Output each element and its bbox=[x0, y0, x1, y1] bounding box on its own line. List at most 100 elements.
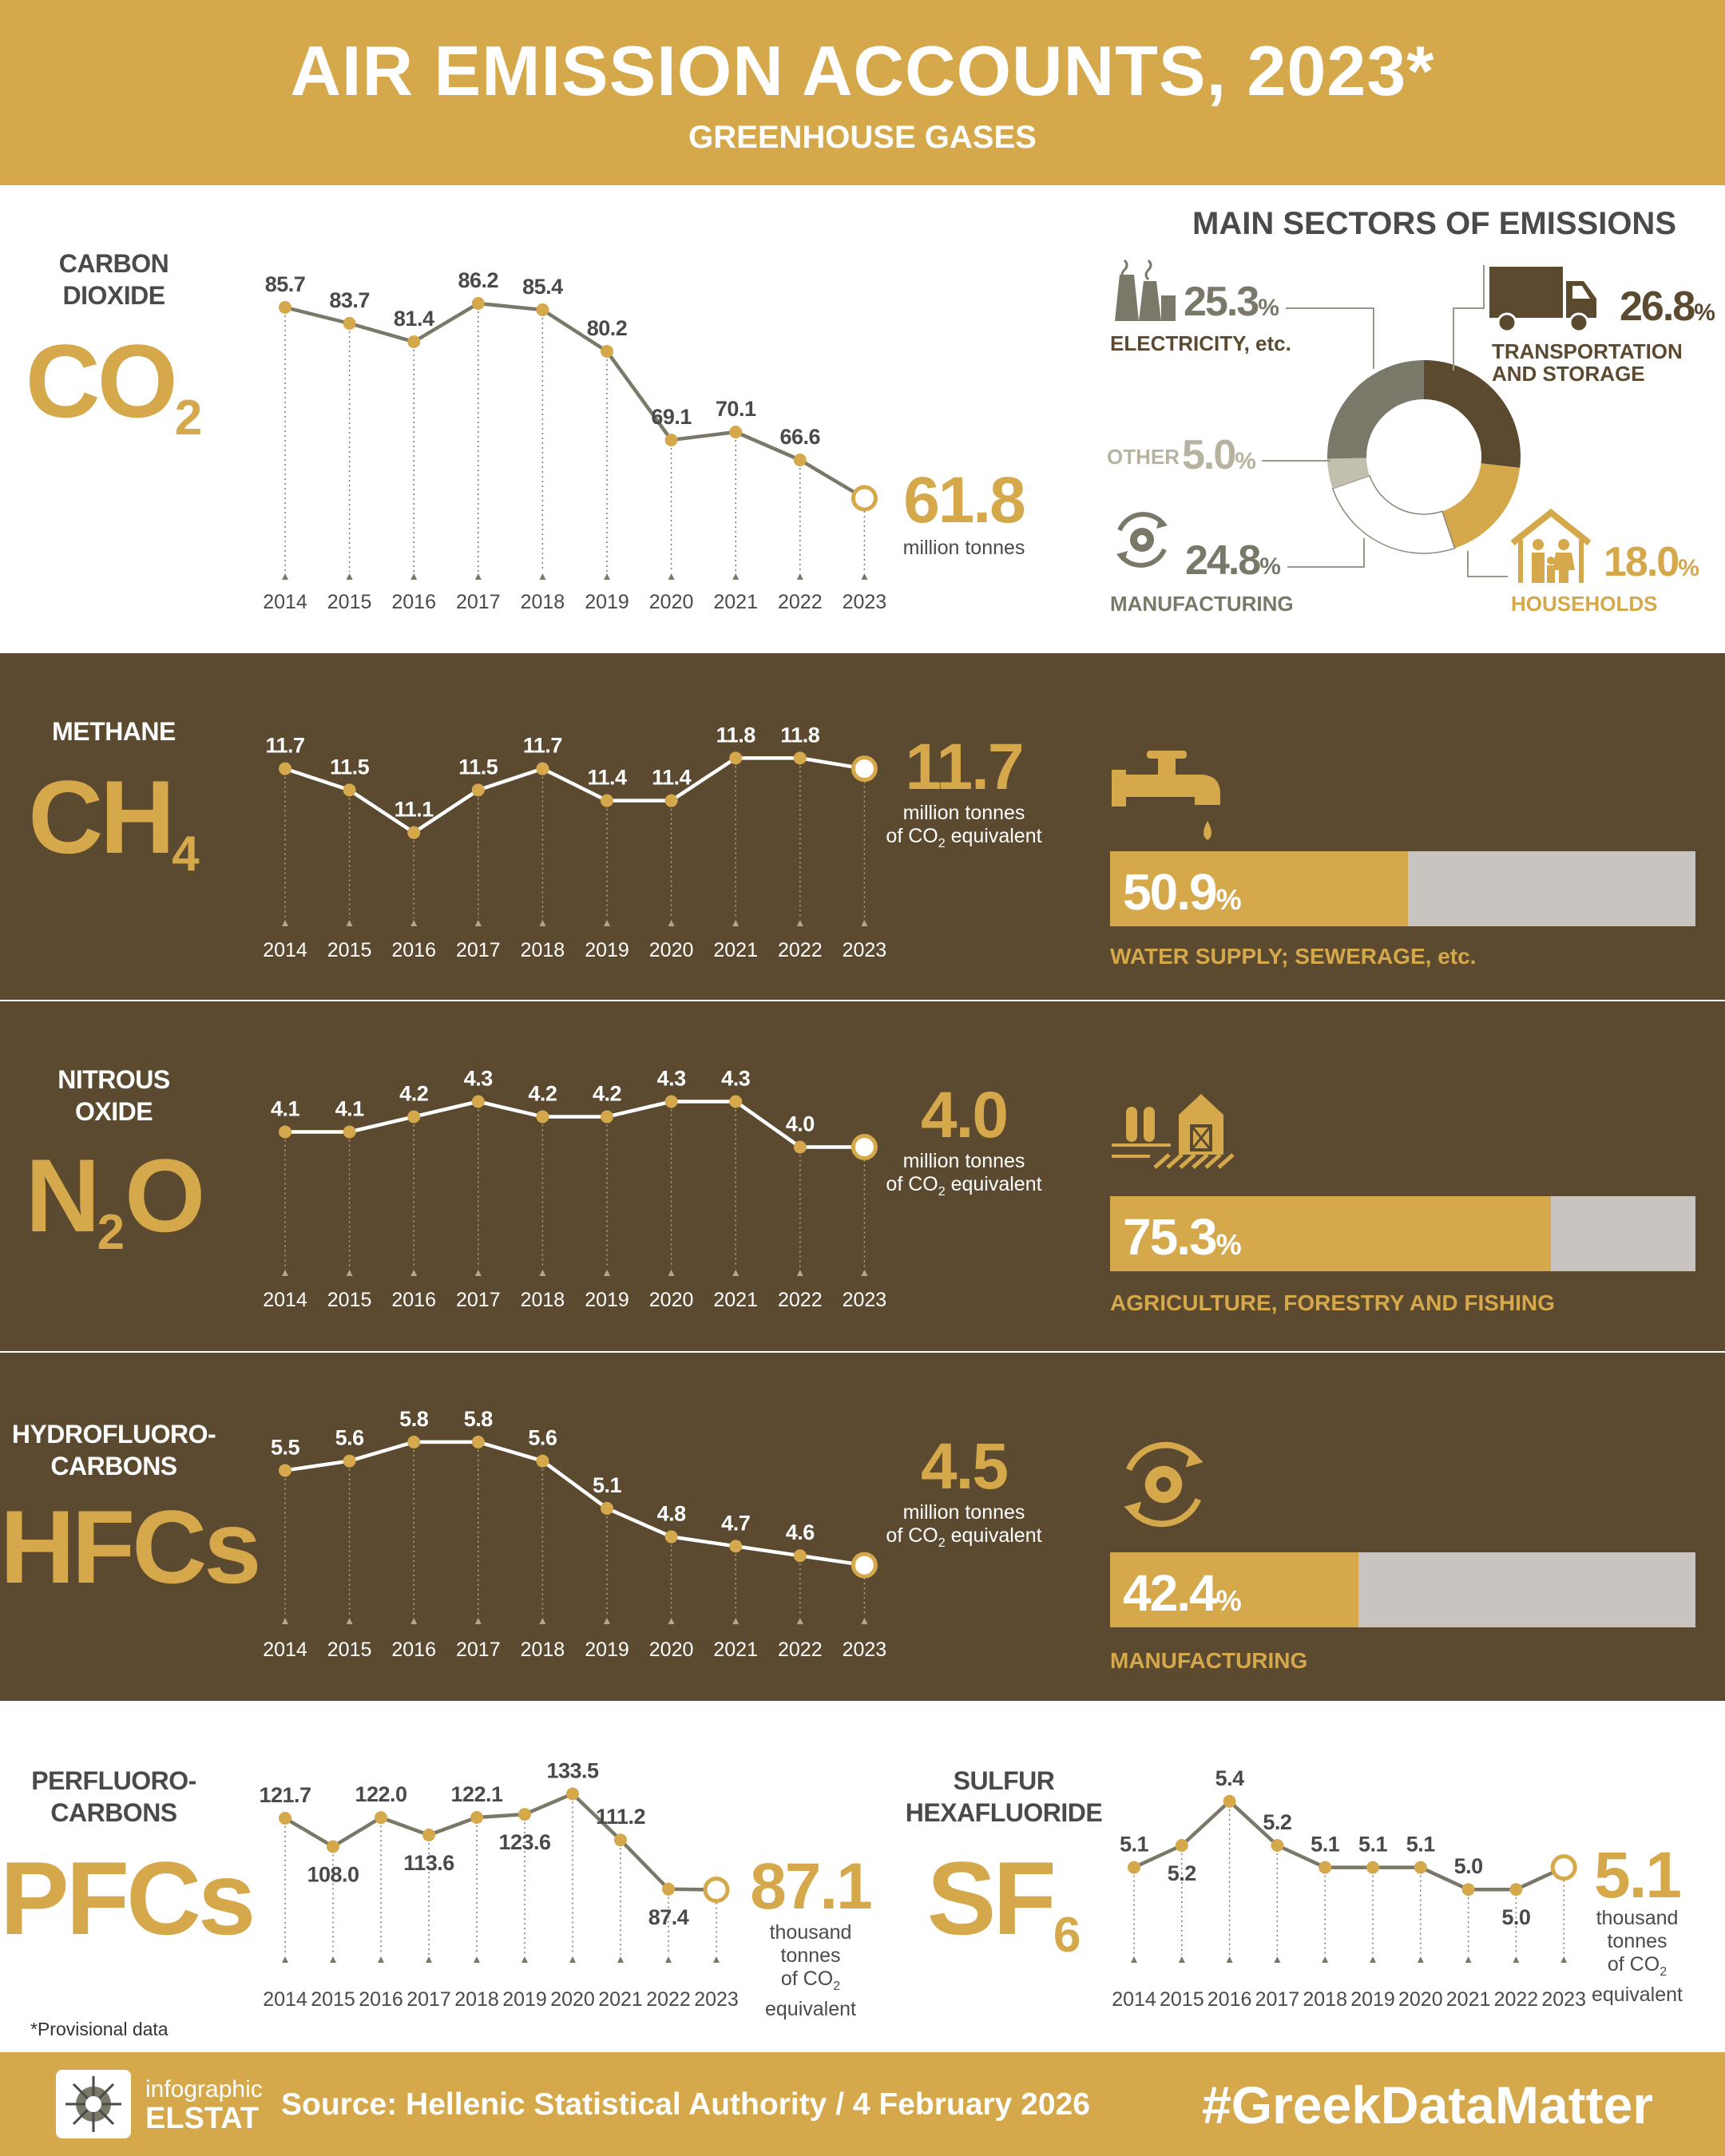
footer-banner: infographic ELSTAT Source: Hellenic Stat… bbox=[0, 2052, 1725, 2156]
data-point bbox=[279, 301, 291, 314]
x-tick-label: 2021 bbox=[713, 1289, 758, 1311]
n2o-formula-sub: 2 bbox=[97, 1205, 125, 1260]
axis-tick bbox=[1560, 1956, 1568, 1963]
donut-slice bbox=[1441, 463, 1521, 549]
series-line bbox=[284, 756, 865, 834]
n2o-sector-pct: 75.3 bbox=[1123, 1208, 1218, 1266]
axis-tick bbox=[539, 1618, 546, 1624]
axis-tick bbox=[474, 573, 482, 580]
co2-formula-sub: 2 bbox=[174, 390, 203, 446]
data-label: 4.7 bbox=[721, 1511, 750, 1535]
axis-tick bbox=[426, 1956, 432, 1963]
data-point bbox=[664, 1095, 678, 1108]
x-tick-label: 2014 bbox=[263, 1639, 307, 1661]
sf6-name-line: SULFUR bbox=[953, 1766, 1055, 1795]
page-title: AIR EMISSION ACCOUNTS, 2023* bbox=[290, 31, 1435, 110]
gear-cycle-icon bbox=[1112, 1433, 1215, 1536]
data-point bbox=[536, 1454, 549, 1468]
sector-transport-label: TRANSPORTATION AND STORAGE bbox=[1492, 340, 1683, 385]
axis-tick bbox=[668, 573, 675, 580]
data-label: 5.4 bbox=[1215, 1766, 1245, 1790]
series-line bbox=[284, 1792, 717, 1892]
pfc-unit-line: of CO2 bbox=[711, 1968, 910, 1998]
connector-line bbox=[1286, 307, 1374, 369]
data-label: 133.5 bbox=[546, 1758, 599, 1782]
x-tick-label: 2020 bbox=[649, 1639, 694, 1661]
unit-text: of CO bbox=[886, 1173, 938, 1195]
pct-sign: % bbox=[1259, 553, 1281, 580]
x-tick-label: 2019 bbox=[585, 1639, 629, 1661]
unit-sub: 2 bbox=[938, 1536, 946, 1550]
ch4-formula: CH4 bbox=[0, 757, 228, 882]
data-point bbox=[662, 1882, 675, 1896]
x-tick-label: 2019 bbox=[1350, 1988, 1395, 2011]
data-label: 83.7 bbox=[329, 288, 370, 312]
unit-text: equivalent bbox=[945, 1173, 1042, 1195]
data-point bbox=[793, 454, 807, 466]
data-point bbox=[664, 1530, 678, 1544]
data-label: 11.8 bbox=[716, 723, 756, 747]
data-point bbox=[343, 783, 356, 797]
unit-text: of CO bbox=[886, 1524, 938, 1547]
pct-sign: % bbox=[1235, 448, 1256, 474]
data-point bbox=[471, 297, 485, 310]
x-tick-label: 2020 bbox=[1398, 1988, 1443, 2011]
n2o-sector-share-fill bbox=[1110, 1196, 1551, 1271]
data-point bbox=[343, 1454, 356, 1468]
pct-sign: % bbox=[1258, 295, 1279, 321]
data-point bbox=[536, 762, 549, 775]
data-point bbox=[729, 1095, 743, 1108]
hfc-unit-line: million tonnes bbox=[902, 1501, 1025, 1524]
n2o-sector-label: AGRICULTURE, FORESTRY AND FISHING bbox=[1110, 1290, 1555, 1315]
x-tick-label: 2015 bbox=[311, 1988, 355, 2011]
data-label: 4.2 bbox=[593, 1082, 621, 1106]
co2-unit: million tonnes bbox=[902, 537, 1025, 559]
data-point bbox=[601, 794, 613, 807]
x-tick-label: 2023 bbox=[843, 1639, 887, 1661]
data-point bbox=[601, 1110, 613, 1124]
pfc-unit-line: thousand bbox=[769, 1921, 852, 1944]
series-line bbox=[285, 1100, 865, 1149]
footer-logo-line1: infographic bbox=[145, 2076, 263, 2102]
donut-slice bbox=[1327, 360, 1424, 459]
sector-manufacturing-pct: 24.8 bbox=[1185, 537, 1261, 584]
sf6-name: SULFUR HEXAFLUORIDE bbox=[888, 1765, 1120, 1829]
axis-tick bbox=[668, 1618, 675, 1624]
pfc-name: PERFLUORO- CARBONS bbox=[0, 1765, 228, 1829]
pfc-latest-value: 87.1 bbox=[750, 1850, 873, 1923]
pfc-formula: PFCs bbox=[0, 1840, 256, 1956]
unit-sub: 2 bbox=[833, 1980, 841, 1993]
data-label: 81.4 bbox=[394, 307, 434, 331]
axis-tick bbox=[1131, 1956, 1137, 1963]
data-label: 4.2 bbox=[399, 1082, 428, 1106]
x-tick-label: 2020 bbox=[550, 1988, 595, 2011]
sf6-latest-value: 5.1 bbox=[1594, 1839, 1682, 1912]
axis-tick bbox=[732, 1270, 740, 1276]
data-point bbox=[1271, 1839, 1284, 1852]
data-label: 11.4 bbox=[587, 766, 627, 790]
x-tick-label: 2016 bbox=[391, 939, 436, 961]
axis-tick bbox=[1465, 1956, 1472, 1963]
axis-tick bbox=[282, 1270, 288, 1276]
ch4-section: METHANE CH4 11.7 million tonnes of CO2 e… bbox=[0, 653, 1725, 1000]
connector-line bbox=[1287, 538, 1365, 568]
axis-tick bbox=[796, 1618, 803, 1624]
data-point bbox=[279, 1464, 291, 1477]
data-label: 11.5 bbox=[330, 755, 370, 779]
data-point bbox=[279, 1812, 291, 1825]
ch4-unit-line: of CO2 equivalent bbox=[864, 825, 1064, 855]
donut-slice bbox=[1424, 360, 1521, 468]
data-point bbox=[793, 1140, 807, 1154]
axis-tick bbox=[1274, 1956, 1281, 1963]
farm-barn-icon bbox=[1112, 1091, 1239, 1171]
sf6-formula-main: SF bbox=[926, 1840, 1057, 1956]
sector-electricity-pct: 25.3 bbox=[1184, 279, 1259, 325]
x-tick-label: 2015 bbox=[1160, 1988, 1204, 2011]
data-label: 111.2 bbox=[596, 1805, 645, 1829]
co2-name-line: CARBON bbox=[58, 249, 169, 278]
pfc-sf6-section: PERFLUORO- CARBONS PFCs 87.1 thousand to… bbox=[0, 1701, 1725, 2052]
sector-other-label: OTHER bbox=[1107, 445, 1180, 469]
hfc-formula: HFCs bbox=[0, 1488, 261, 1605]
data-label: 80.2 bbox=[587, 316, 628, 340]
hfc-section: HYDROFLUORO- CARBONS HFCs 4.5 million to… bbox=[0, 1353, 1725, 1701]
